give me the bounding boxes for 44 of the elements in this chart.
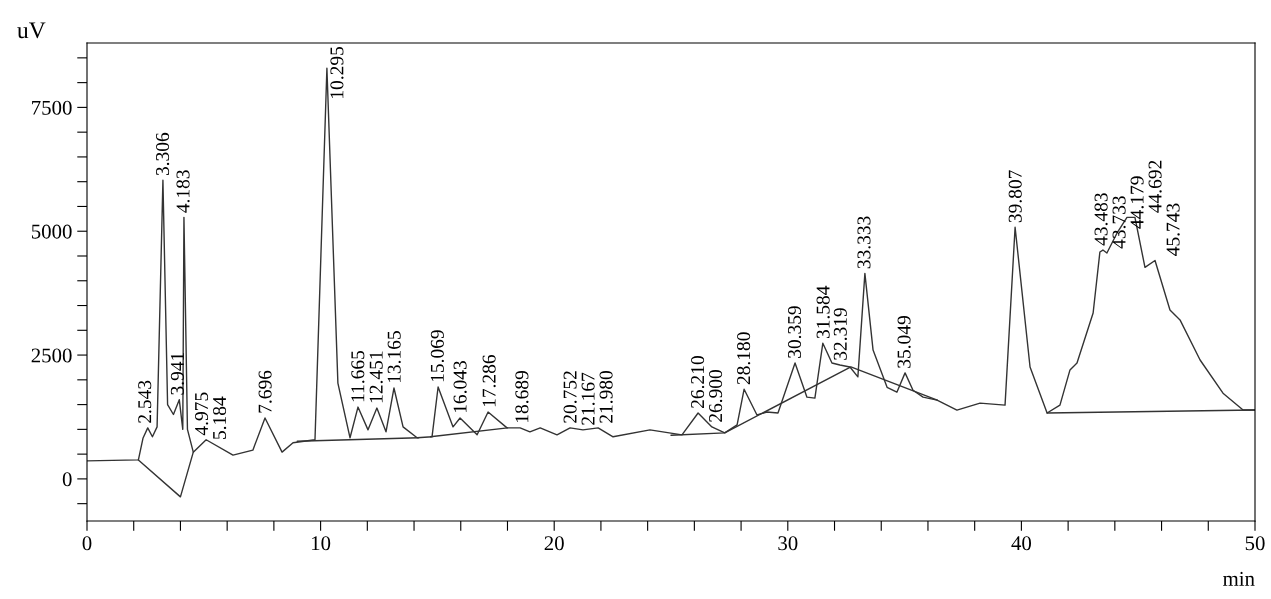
annotation: 10.295 [330, 46, 344, 98]
annotation: 33.333 [857, 216, 871, 269]
annotation: 2.543 [138, 380, 152, 423]
annotation: 26.210 [691, 356, 705, 408]
annotation: 15.069 [430, 330, 444, 382]
y-tick-label: 7500 [32, 100, 72, 115]
x-tick-label: 10 [312, 536, 331, 551]
annotation: 17.286 [482, 354, 496, 407]
x-tick-label: 50 [1245, 536, 1265, 551]
annotation: 32.319 [833, 308, 847, 360]
y-tick-label: 2500 [31, 348, 72, 363]
x-tick-label: 20 [544, 536, 564, 551]
annotation: 7.696 [258, 370, 272, 413]
annotation: 43.483 [1094, 193, 1108, 246]
annotation: 21.167 [581, 372, 595, 425]
annotation: 3.941 [170, 352, 185, 395]
annotation: 26.900 [709, 369, 723, 422]
x-tick-label: 40 [1011, 536, 1032, 551]
annotation: 43.733 [1112, 196, 1126, 249]
annotation: 44.179 [1130, 176, 1144, 229]
annotation: 11.665 [351, 350, 365, 402]
annotation: 3.306 [155, 132, 170, 176]
annotation: 4.975 [195, 392, 209, 436]
annotation: 5.184 [212, 396, 227, 439]
annotation: 31.584 [816, 285, 830, 339]
y-axis-title: uV [17, 22, 46, 39]
annotation: 21.980 [599, 370, 613, 423]
annotation: 28.180 [737, 332, 751, 385]
x-tick-label: 0 [82, 536, 92, 551]
annotation: 30.359 [787, 306, 802, 358]
y-tick-label: 5000 [31, 224, 72, 239]
x-tick-label: 30 [778, 536, 798, 551]
annotation: 12.451 [369, 351, 383, 403]
x-axis-title: min [1223, 571, 1255, 586]
annotation: 13.165 [387, 331, 401, 383]
annotation: 16.043 [453, 361, 467, 413]
annotation: 20.752 [563, 371, 577, 423]
annotation: 45.743 [1166, 203, 1180, 256]
annotation: 18.689 [515, 371, 529, 422]
annotation: 35.049 [897, 316, 911, 368]
annotation: 4.183 [176, 170, 190, 213]
annotation: 39.807 [1008, 170, 1022, 223]
annotation: 44.692 [1148, 160, 1162, 213]
y-tick-label: 0 [62, 472, 72, 487]
